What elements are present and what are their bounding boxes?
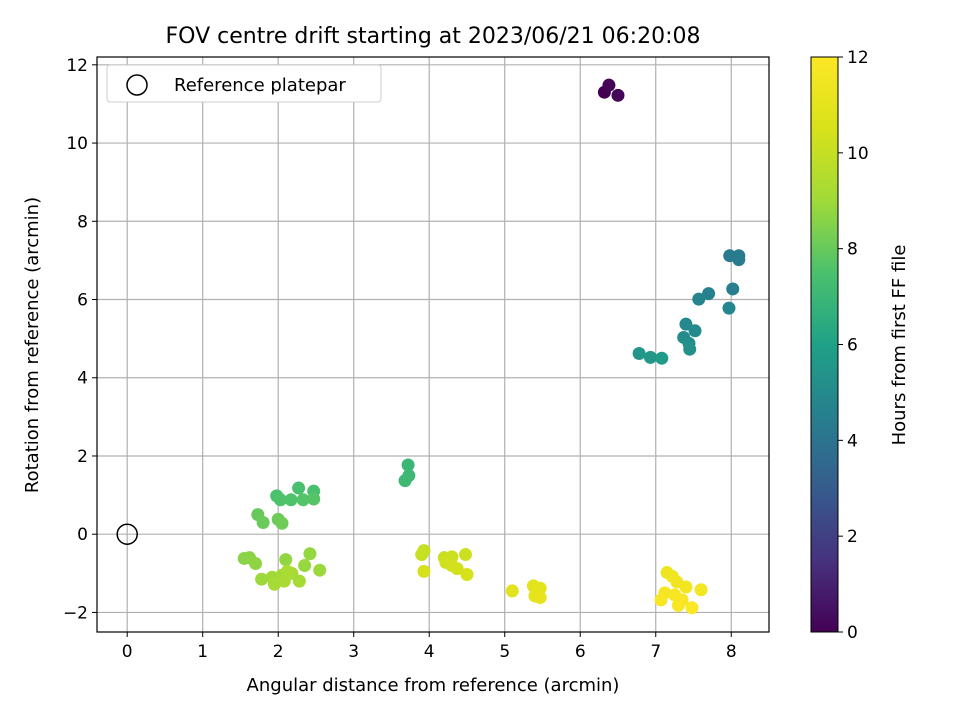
data-point <box>273 493 287 507</box>
data-point <box>307 492 321 506</box>
y-tick-label: 8 <box>77 212 88 232</box>
y-tick-label: 4 <box>77 369 88 389</box>
data-point <box>533 591 547 605</box>
colorbar-tick-label: 0 <box>847 623 858 643</box>
y-tick-label: 2 <box>77 447 88 467</box>
x-tick-label: 7 <box>650 642 661 662</box>
data-point <box>732 253 746 267</box>
data-point <box>296 493 310 507</box>
y-tick-label: 0 <box>77 525 88 545</box>
chart-title: FOV centre drift starting at 2023/06/21 … <box>166 24 701 49</box>
y-axis-label: Rotation from reference (arcmin) <box>22 197 43 493</box>
data-point <box>688 324 702 338</box>
data-point <box>313 563 327 577</box>
data-point <box>275 516 289 530</box>
data-point <box>267 577 281 591</box>
x-tick-label: 5 <box>499 642 510 662</box>
data-point <box>460 568 474 581</box>
colorbar-ticks: 0 2 4 6 8 10 12 <box>838 48 869 643</box>
data-point <box>458 548 472 562</box>
legend: Reference platepar <box>106 64 382 103</box>
data-point <box>284 493 298 507</box>
x-tick-label: 1 <box>197 642 208 662</box>
x-tick-label: 0 <box>122 642 133 662</box>
data-point <box>417 564 431 578</box>
data-point <box>279 553 293 567</box>
y-tick-label: 6 <box>77 291 88 311</box>
colorbar-label: Hours from first FF file <box>889 245 910 446</box>
colorbar-tick-label: 10 <box>847 144 869 164</box>
data-point <box>249 557 263 571</box>
data-point <box>255 572 269 586</box>
x-ticks: 0 1 2 3 4 5 6 7 8 <box>122 632 737 662</box>
legend-marker-icon <box>126 74 148 96</box>
x-tick-label: 8 <box>726 642 737 662</box>
data-point <box>298 559 312 573</box>
colorbar-tick-label: 8 <box>847 240 858 260</box>
grid-lines <box>97 57 769 632</box>
x-tick-label: 3 <box>348 642 359 662</box>
data-point <box>632 346 646 360</box>
data-point <box>450 562 464 576</box>
colorbar-tick-label: 4 <box>847 431 858 451</box>
legend-box <box>106 64 382 103</box>
data-point <box>722 301 736 315</box>
x-tick-label: 4 <box>424 642 435 662</box>
data-point <box>694 583 708 597</box>
y-ticks: −2 0 2 4 6 8 10 12 <box>63 56 97 623</box>
data-point <box>726 282 740 296</box>
data-point <box>602 78 616 92</box>
data-point <box>679 580 693 594</box>
data-point <box>280 564 294 578</box>
colorbar-tick-label: 2 <box>847 527 858 547</box>
data-point <box>398 474 412 488</box>
colorbar-gradient <box>810 56 839 633</box>
data-point <box>643 350 657 364</box>
data-point <box>692 292 706 306</box>
data-point <box>685 601 699 615</box>
data-point <box>292 574 306 588</box>
x-tick-label: 2 <box>273 642 284 662</box>
colorbar: 0 2 4 6 8 10 12 Hours from first FF file <box>810 48 910 643</box>
data-point <box>303 547 317 561</box>
data-points <box>237 78 746 615</box>
data-point <box>655 351 669 365</box>
data-point <box>256 515 270 529</box>
colorbar-tick-label: 12 <box>847 48 869 68</box>
legend-label: Reference platepar <box>174 75 346 96</box>
data-point <box>415 548 429 562</box>
x-tick-label: 6 <box>575 642 586 662</box>
data-point <box>671 598 685 612</box>
y-tick-label: 12 <box>66 56 88 76</box>
data-point <box>679 317 693 331</box>
reference-marker <box>116 523 138 545</box>
colorbar-tick-label: 6 <box>847 336 858 356</box>
data-point <box>611 88 625 102</box>
data-point <box>683 342 697 356</box>
plot-frame <box>96 56 770 633</box>
data-point <box>654 593 668 607</box>
reference-platepar-point <box>116 523 138 545</box>
data-point <box>702 287 716 301</box>
data-point <box>401 458 415 472</box>
x-axis-label: Angular distance from reference (arcmin) <box>247 675 620 696</box>
y-tick-label: −2 <box>63 603 88 623</box>
y-tick-label: 10 <box>66 134 88 154</box>
data-point <box>292 481 306 495</box>
data-point <box>277 574 291 588</box>
data-point <box>505 584 519 598</box>
